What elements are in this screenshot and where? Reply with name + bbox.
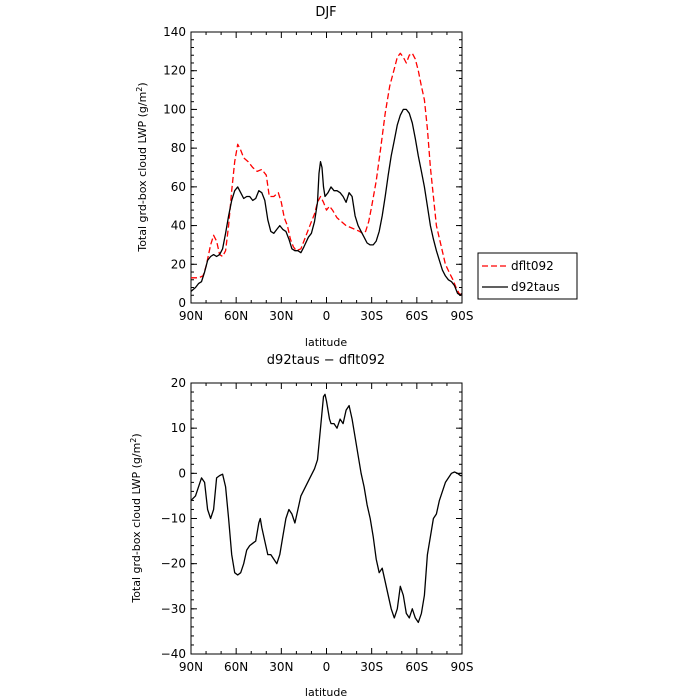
chart-bottom-title: d92taus − dflt092 (267, 353, 385, 368)
x-tick-label: 60S (405, 309, 428, 323)
y-tick-label: −20 (161, 557, 186, 571)
chart-top-title: DJF (315, 5, 336, 20)
x-tick-label: 0 (323, 660, 331, 674)
chart-bottom-x-axis-label: latitude (305, 686, 347, 699)
y-tick-label: 20 (171, 257, 186, 271)
y-tick-label: 120 (163, 64, 186, 78)
legend-box (477, 252, 578, 300)
y-tick-label: 100 (163, 102, 186, 116)
chart-bottom: d92taus − dflt092 90N 60N 30N 0 30S 60S 90S −40… (129, 353, 473, 699)
plot-frame (190, 31, 463, 304)
y-tick-label: 80 (171, 141, 186, 155)
y-tick-label: 40 (171, 219, 186, 233)
x-tick-label: 90N (179, 660, 203, 674)
x-tick-label: 30N (269, 309, 293, 323)
series-line-d92taus (190, 108, 463, 296)
chart-top-plot: 90N 60N 30N 0 30S 60S 90S 0 20 40 60 80 100 120 140 (163, 25, 473, 323)
series-line-diff-0 (190, 393, 462, 624)
x-tick-label: 60N (224, 309, 248, 323)
y-tick-label: 10 (171, 421, 186, 435)
chart-top: DJF 90N 60N 30N 0 30S 60S 90S 0 20 40 60 80 100 120 14… (135, 5, 578, 349)
y-tick-label: −10 (161, 512, 186, 526)
y-tick-label: 0 (178, 466, 186, 480)
y-tick-label: −40 (161, 647, 186, 661)
chart-bottom-plot: 90N 60N 30N 0 30S 60S 90S −40 −30 −20 −10 0 10 20 (161, 376, 474, 674)
x-tick-label: 90S (451, 660, 474, 674)
chart-top-legend: dflt092 d92taus (477, 252, 578, 300)
y-tick-label: 0 (178, 296, 186, 310)
legend-label-dflt092: dflt092 (511, 259, 554, 273)
y-tick-label: 20 (171, 376, 186, 390)
x-tick-label: 30N (269, 660, 293, 674)
chart-top-y-axis-label: Total grd-box cloud LWP (g/m2) (135, 82, 149, 252)
y-tick-label: 140 (163, 25, 186, 39)
legend-label-d92taus: d92taus (511, 280, 560, 294)
y-tick-label: −30 (161, 602, 186, 616)
x-tick-label: 30S (360, 660, 383, 674)
x-tick-label: 90S (451, 309, 474, 323)
series-line-dflt092 (191, 52, 463, 296)
x-tick-label: 30S (360, 309, 383, 323)
x-tick-label: 90N (179, 309, 203, 323)
chart-top-x-axis-label: latitude (305, 336, 347, 349)
x-tick-label: 0 (323, 309, 331, 323)
y-tick-label: 60 (171, 180, 186, 194)
chart-bottom-y-axis-label: Total grd-box cloud LWP (g/m2) (129, 433, 143, 603)
x-tick-label: 60N (224, 660, 248, 674)
x-tick-label: 60S (405, 660, 428, 674)
